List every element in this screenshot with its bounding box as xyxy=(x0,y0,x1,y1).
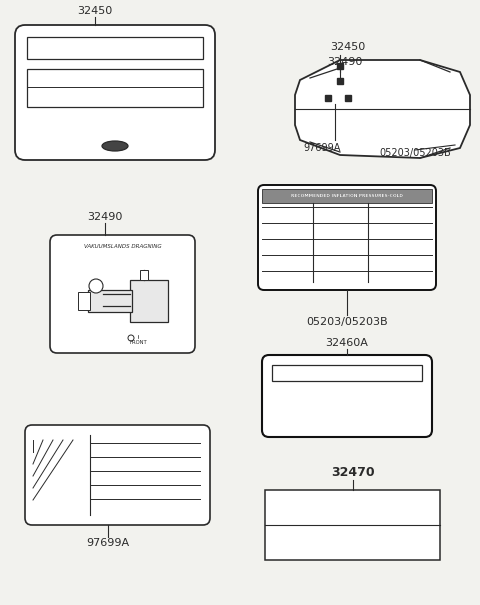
FancyBboxPatch shape xyxy=(25,425,210,525)
FancyBboxPatch shape xyxy=(15,25,215,160)
Ellipse shape xyxy=(102,141,128,151)
Circle shape xyxy=(89,279,103,293)
Bar xyxy=(262,189,432,203)
Bar xyxy=(88,290,132,312)
Text: 32490: 32490 xyxy=(87,212,123,222)
Bar xyxy=(337,78,343,84)
FancyBboxPatch shape xyxy=(262,355,432,437)
Text: 32490: 32490 xyxy=(327,57,363,67)
Bar xyxy=(325,95,331,101)
Text: VAKUUMSLANDS DRAGNING: VAKUUMSLANDS DRAGNING xyxy=(84,244,161,249)
Bar xyxy=(265,490,440,560)
Text: 05203/05203B: 05203/05203B xyxy=(306,317,388,327)
Bar xyxy=(27,37,203,59)
Bar xyxy=(130,280,168,322)
Bar xyxy=(272,365,422,381)
Text: 97699A: 97699A xyxy=(86,538,129,548)
FancyBboxPatch shape xyxy=(50,235,195,353)
Text: FRONT: FRONT xyxy=(129,339,147,344)
Bar xyxy=(27,69,203,107)
Bar xyxy=(337,63,343,69)
Text: 32450: 32450 xyxy=(77,6,113,16)
Text: RECOMMENDED INFLATION PRESSURES-COLD: RECOMMENDED INFLATION PRESSURES-COLD xyxy=(291,194,403,198)
Bar xyxy=(78,292,90,310)
Text: RECOMMENDED INFLATION PRESSURES-COLD: RECOMMENDED INFLATION PRESSURES-COLD xyxy=(291,194,403,198)
Text: 32470: 32470 xyxy=(331,465,374,479)
FancyBboxPatch shape xyxy=(258,185,436,290)
Text: 32460A: 32460A xyxy=(325,338,369,348)
Bar xyxy=(140,270,148,280)
Text: 97699A: 97699A xyxy=(303,143,341,153)
Text: 05203/05203B: 05203/05203B xyxy=(379,148,451,158)
Bar xyxy=(345,95,351,101)
Text: 32450: 32450 xyxy=(330,42,366,52)
Polygon shape xyxy=(295,60,470,158)
